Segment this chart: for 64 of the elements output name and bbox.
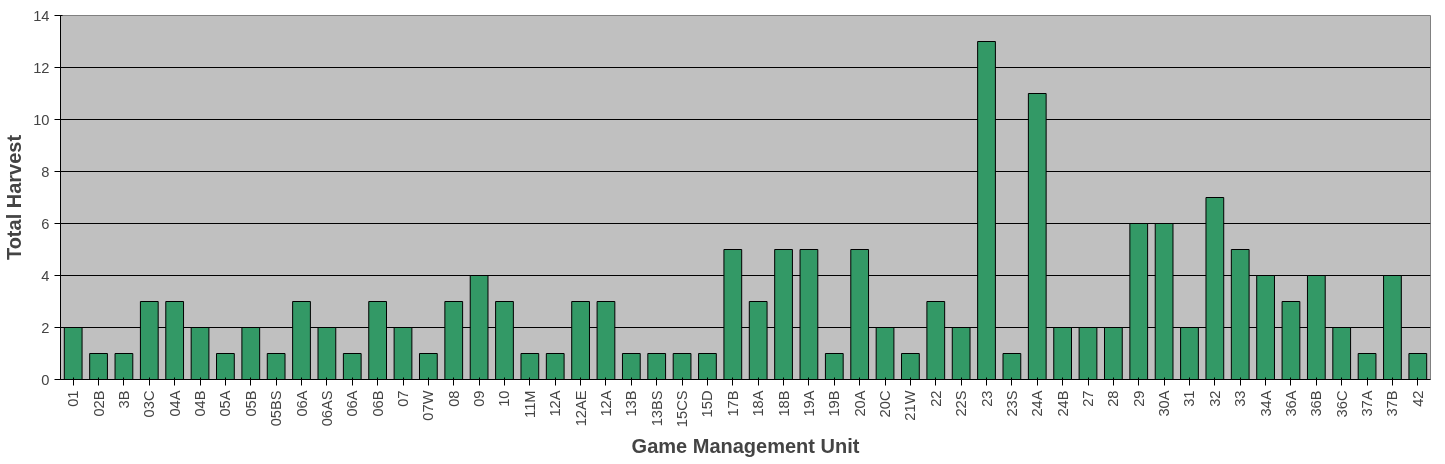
y-tick-label: 8 bbox=[41, 163, 50, 180]
x-tick-label: 06A bbox=[293, 390, 310, 417]
x-tick-label: 33 bbox=[1232, 390, 1249, 407]
y-tick-label: 6 bbox=[41, 215, 50, 232]
x-tick-label: 12AE bbox=[572, 390, 589, 427]
x-tick-label: 37A bbox=[1359, 390, 1376, 417]
x-tick-label: 13B bbox=[623, 390, 640, 417]
x-tick-label: 19B bbox=[826, 390, 843, 417]
y-tick-label: 12 bbox=[33, 59, 50, 76]
x-tick-label: 36C bbox=[1333, 390, 1350, 418]
x-tick-label: 01 bbox=[65, 390, 82, 407]
y-tick-label: 2 bbox=[41, 319, 50, 336]
x-axis-title: Game Management Unit bbox=[631, 435, 860, 458]
x-tick-label: 06AS bbox=[318, 390, 335, 427]
y-tick-label: 14 bbox=[33, 7, 50, 24]
x-tick-label: 04B bbox=[192, 390, 209, 417]
x-tick-label: 15CS bbox=[674, 390, 691, 428]
y-tick-label: 10 bbox=[33, 111, 50, 128]
x-tick-label: 20C bbox=[877, 390, 894, 418]
x-tick-label: 05BS bbox=[268, 390, 285, 427]
x-tick-label: 32 bbox=[1206, 390, 1223, 407]
x-tick-label: 24B bbox=[1054, 390, 1071, 417]
y-axis-title: Total Harvest bbox=[3, 134, 26, 261]
x-tick-label: 42 bbox=[1409, 390, 1426, 407]
x-tick-label: 10 bbox=[496, 390, 513, 407]
x-tick-label: 07W bbox=[420, 390, 437, 421]
x-tick-label: 08 bbox=[445, 390, 462, 407]
y-tick-label: 0 bbox=[41, 371, 50, 388]
x-tick-label: 09 bbox=[471, 390, 488, 407]
x-tick-label: 15D bbox=[699, 390, 716, 418]
x-tick-label: 23 bbox=[978, 390, 995, 407]
x-tick-label: 28 bbox=[1105, 390, 1122, 407]
x-tick-label: 21W bbox=[902, 390, 919, 421]
x-tick-label: 36B bbox=[1308, 390, 1325, 417]
x-tick-label: 11M bbox=[521, 390, 538, 418]
x-tick-label: 24A bbox=[1029, 390, 1046, 417]
x-tick-label: 17B bbox=[724, 390, 741, 417]
x-tick-label: 06B bbox=[369, 390, 386, 417]
x-tick-label: 34A bbox=[1257, 390, 1274, 417]
x-tick-label: 13BS bbox=[648, 390, 665, 427]
x-tick-label: 22 bbox=[927, 390, 944, 407]
x-tick-label: 02B bbox=[90, 390, 107, 417]
x-tick-label: 36A bbox=[1282, 390, 1299, 417]
x-tick-label: 03C bbox=[141, 390, 158, 418]
x-tick-label: 37B bbox=[1384, 390, 1401, 417]
x-tick-label: 27 bbox=[1080, 390, 1096, 407]
x-tick-label: 12A bbox=[547, 390, 564, 417]
x-tick-label: 22S bbox=[953, 390, 970, 417]
x-tick-label: 05B bbox=[242, 390, 259, 417]
x-tick-label: 18A bbox=[750, 390, 767, 417]
x-tick-label: 12A bbox=[597, 390, 614, 417]
x-tick-label: 20A bbox=[851, 390, 868, 417]
y-tick-label: 4 bbox=[41, 267, 50, 284]
x-tick-label: 29 bbox=[1130, 390, 1147, 407]
x-tick-label: 31 bbox=[1181, 390, 1198, 407]
x-tick-label: 23S bbox=[1003, 390, 1020, 417]
x-tick-label: 3B bbox=[115, 390, 132, 409]
x-tick-label: 18B bbox=[775, 390, 792, 417]
x-tick-label: 04A bbox=[166, 390, 183, 417]
x-tick-label: 05A bbox=[217, 390, 234, 417]
x-tick-label: 30A bbox=[1156, 390, 1173, 417]
x-tick-label: 19A bbox=[800, 390, 817, 417]
x-tick-label: 07 bbox=[395, 390, 411, 407]
x-tick-label: 06A bbox=[344, 390, 361, 417]
